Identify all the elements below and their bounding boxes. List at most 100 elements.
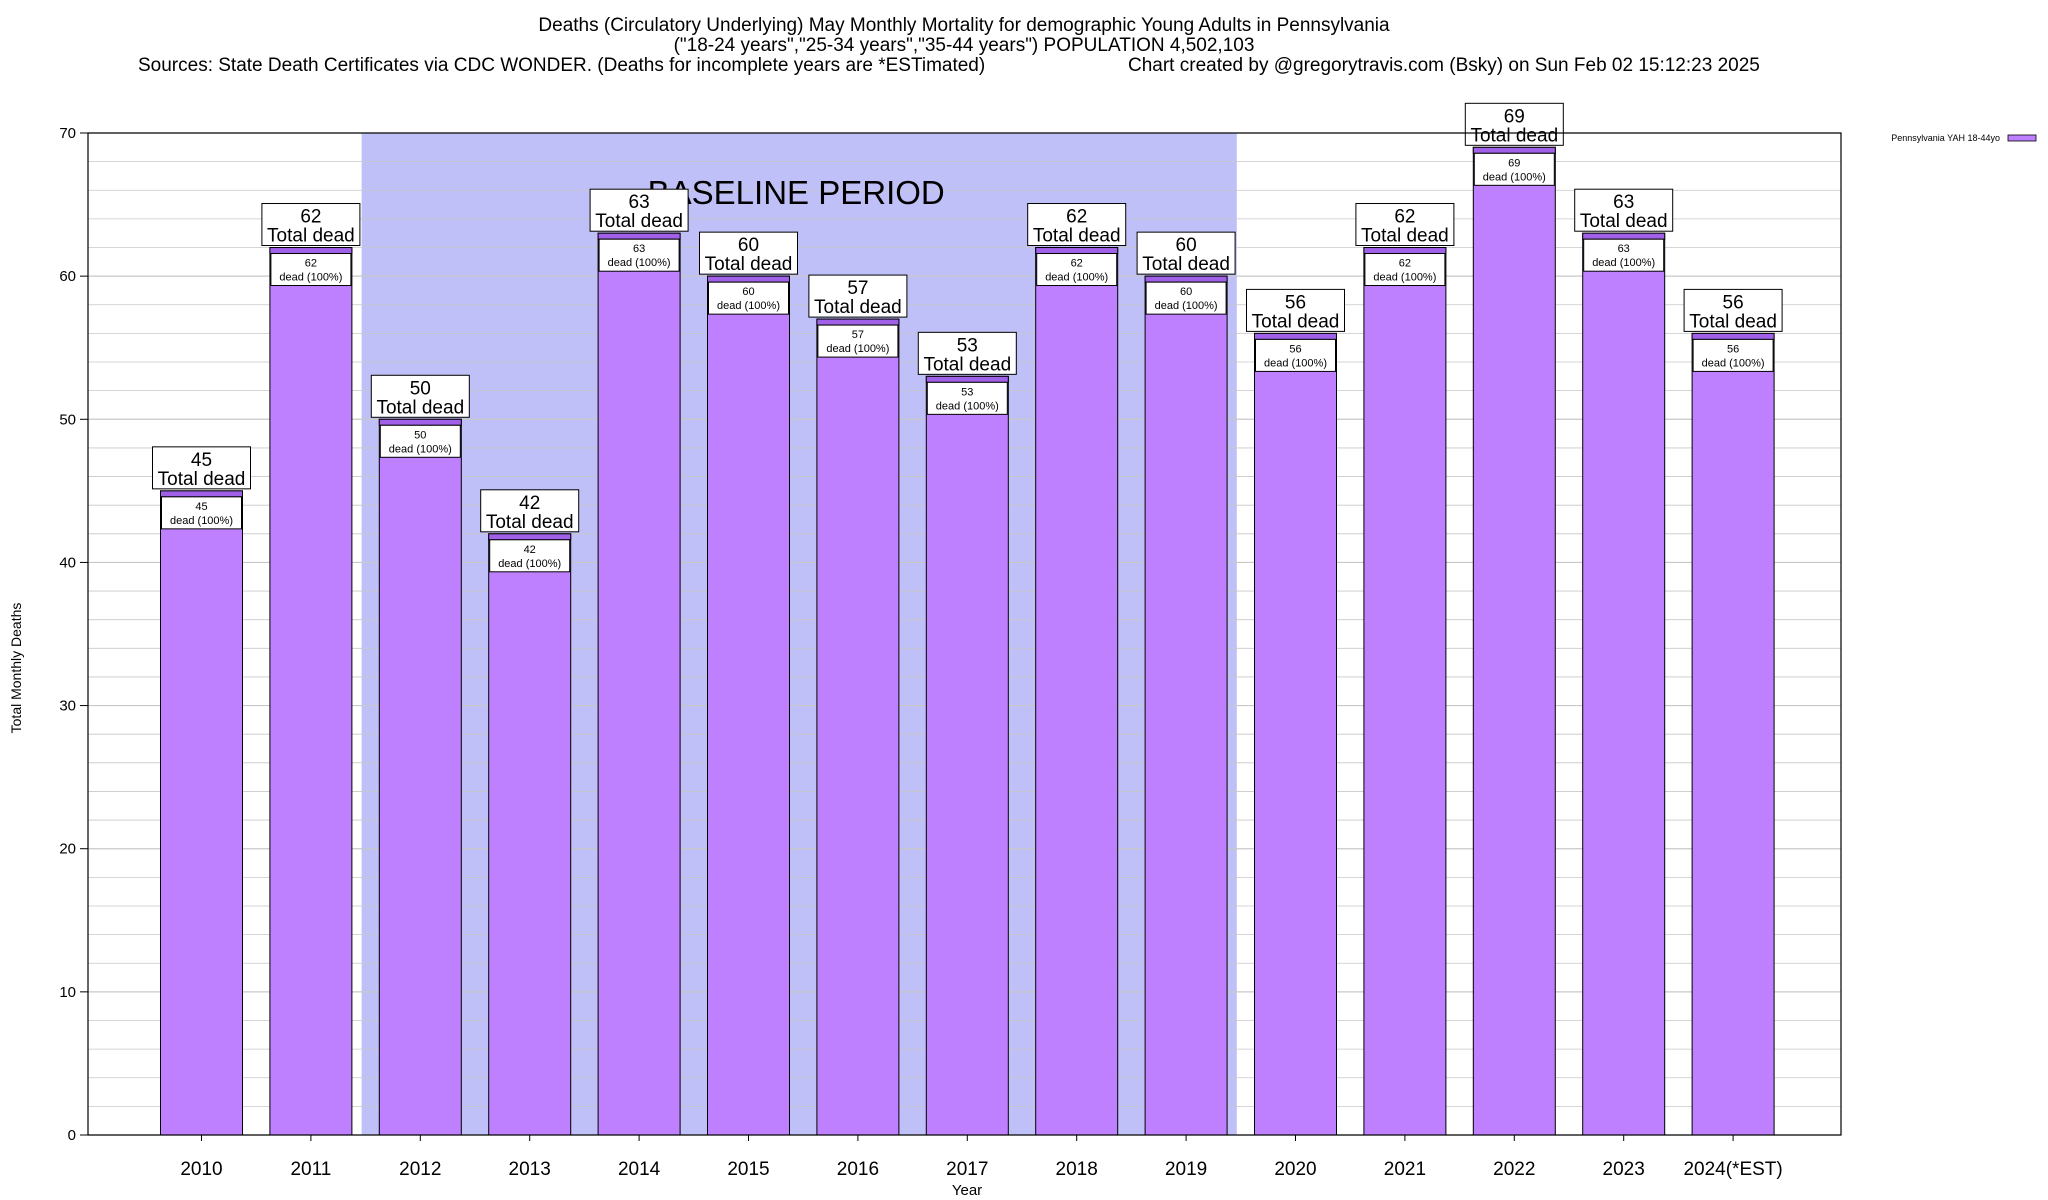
total-label-box <box>480 489 580 533</box>
inner-label-box <box>1145 281 1227 315</box>
inner-label-box <box>161 496 242 530</box>
inner-label-box <box>817 324 899 358</box>
total-label-box <box>152 446 251 490</box>
inner-label-value: 62 <box>305 258 317 270</box>
inner-label-text: dead (100%) <box>1264 357 1327 369</box>
y-tick-label: 10 <box>59 984 76 1001</box>
bar-cap <box>269 247 353 255</box>
inner-label-value: 69 <box>1508 157 1520 169</box>
x-tick-label: 2015 <box>727 1159 769 1180</box>
y-tick-label: 60 <box>59 268 76 285</box>
bar <box>1254 332 1337 1136</box>
total-label-text: Total dead <box>486 512 574 533</box>
chart-credit: Chart created by @gregorytravis.com (Bsk… <box>1128 55 1760 76</box>
inner-label-value: 62 <box>1071 258 1083 270</box>
baseline-period-label: BASELINE PERIOD <box>648 174 945 211</box>
inner-label-box <box>489 539 571 573</box>
inner-label-value: 50 <box>414 429 426 441</box>
bar-cap <box>1363 247 1447 255</box>
inner-label-text: dead (100%) <box>389 443 452 455</box>
x-tick-label: 2020 <box>1274 1159 1316 1180</box>
bar-cap <box>1582 232 1666 240</box>
total-label-text: Total dead <box>1580 211 1668 232</box>
bar-cap <box>925 375 1009 383</box>
inner-label-box <box>1364 253 1446 287</box>
total-label-value: 56 <box>1285 292 1306 313</box>
total-label-value: 42 <box>519 493 540 514</box>
bar <box>707 275 790 1136</box>
inner-label-text: dead (100%) <box>1045 272 1108 284</box>
inner-label-box <box>1255 338 1336 372</box>
inner-label-text: dead (100%) <box>1155 300 1218 312</box>
inner-label-value: 56 <box>1289 343 1301 355</box>
plot-frame <box>87 132 1842 1136</box>
inner-label-value: 63 <box>1618 243 1630 255</box>
total-label-box <box>1246 288 1345 332</box>
inner-label-text: dead (100%) <box>170 515 233 527</box>
bar-cap <box>378 418 462 426</box>
inner-label-value: 63 <box>633 243 645 255</box>
total-label-box <box>917 331 1017 375</box>
legend-swatch <box>2007 134 2037 142</box>
x-axis-label: Year <box>952 1182 982 1199</box>
inner-label-box <box>1036 253 1118 287</box>
x-tick-label: 2013 <box>509 1159 551 1180</box>
total-label-text: Total dead <box>1470 125 1558 146</box>
y-tick-label: 70 <box>59 125 76 142</box>
inner-label-text: dead (100%) <box>1373 272 1436 284</box>
bar <box>269 247 353 1136</box>
total-label-value: 69 <box>1504 106 1525 127</box>
inner-label-box <box>598 238 680 272</box>
total-label-value: 45 <box>191 450 212 471</box>
x-tick-label: 2010 <box>180 1159 222 1180</box>
bar-cap <box>597 232 681 240</box>
bar <box>378 418 462 1136</box>
bar-cap <box>816 318 900 326</box>
total-label-box <box>1683 288 1783 332</box>
bar <box>1472 146 1556 1136</box>
y-tick-label: 0 <box>68 1127 76 1144</box>
total-label-value: 60 <box>1176 235 1197 256</box>
total-label-box <box>370 374 470 418</box>
x-tick-label: 2016 <box>837 1159 879 1180</box>
total-label-text: Total dead <box>1142 254 1230 275</box>
inner-label-text: dead (100%) <box>1702 357 1765 369</box>
total-label-text: Total dead <box>267 226 355 247</box>
total-label-text: Total dead <box>923 354 1011 375</box>
total-label-text: Total dead <box>814 297 902 318</box>
inner-label-text: dead (100%) <box>279 272 342 284</box>
bar-cap <box>1254 332 1337 340</box>
total-label-value: 62 <box>1394 207 1415 228</box>
bar <box>1035 247 1119 1136</box>
total-label-text: Total dead <box>705 254 793 275</box>
bar-cap <box>1691 332 1775 340</box>
inner-label-box <box>926 381 1008 415</box>
inner-label-value: 60 <box>1180 286 1192 298</box>
total-label-value: 63 <box>629 192 650 213</box>
inner-label-value: 42 <box>524 544 536 556</box>
total-label-text: Total dead <box>1689 311 1777 332</box>
inner-label-value: 53 <box>961 386 973 398</box>
x-tick-label: 2023 <box>1603 1159 1645 1180</box>
chart-title-line-2: ("18-24 years","25-34 years","35-44 year… <box>674 35 1255 56</box>
total-label-box <box>589 188 689 232</box>
inner-label-text: dead (100%) <box>498 558 561 570</box>
inner-label-box <box>1473 152 1555 186</box>
y-tick-label: 20 <box>59 841 76 858</box>
plot-layer: 0 10 20 30 40 50 60 70 BASELINE PERIOD 45 dead (10… <box>59 102 2037 1180</box>
total-label-value: 57 <box>847 278 868 299</box>
inner-label-value: 62 <box>1399 258 1411 270</box>
bar <box>597 232 681 1136</box>
inner-label-box <box>1583 238 1665 272</box>
bar <box>1144 275 1228 1136</box>
total-label-box <box>699 231 798 275</box>
x-tick-label: 2017 <box>946 1159 988 1180</box>
chart-title-line-1: Deaths (Circulatory Underlying) May Mont… <box>538 15 1390 36</box>
inner-label-value: 60 <box>742 286 754 298</box>
y-tick-label: 40 <box>59 554 76 571</box>
x-tick-label: 2022 <box>1493 1159 1535 1180</box>
bar <box>1582 232 1666 1136</box>
total-label-value: 60 <box>738 235 759 256</box>
total-label-text: Total dead <box>595 211 683 232</box>
